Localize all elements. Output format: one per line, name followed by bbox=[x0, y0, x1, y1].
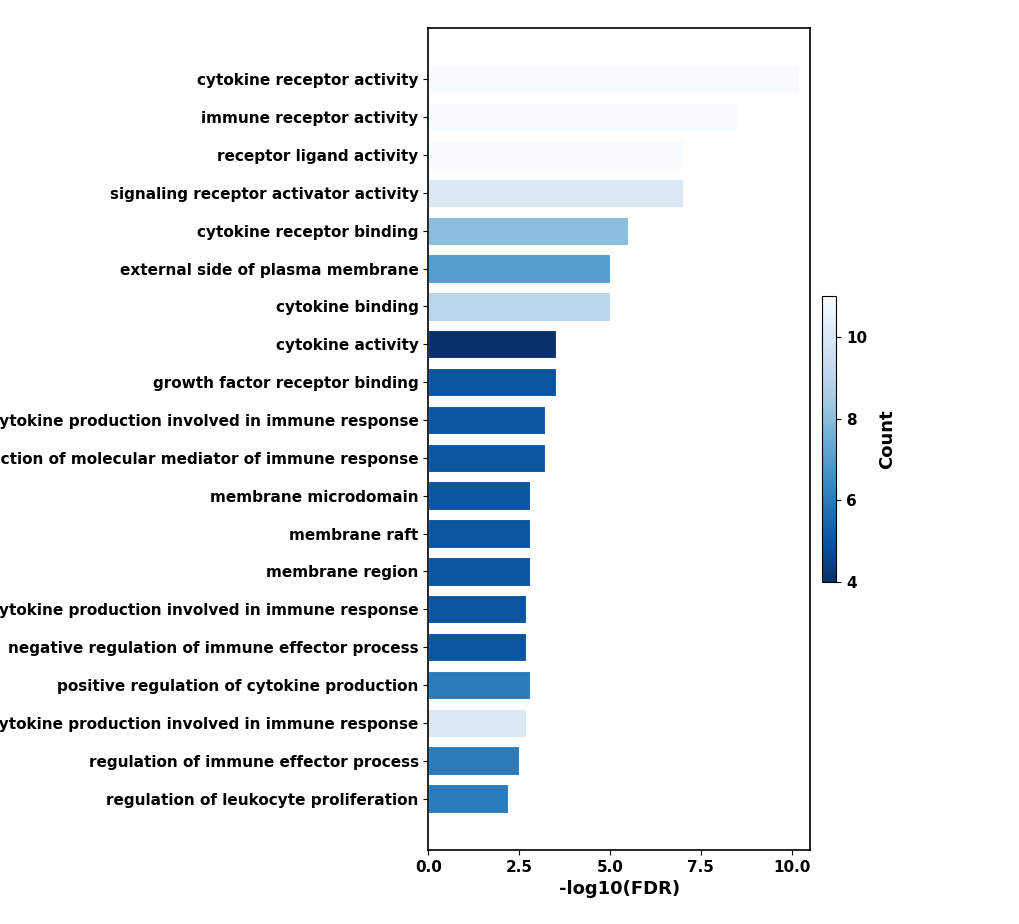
Y-axis label: Count: Count bbox=[877, 409, 896, 468]
Bar bbox=[428, 557, 530, 586]
Bar bbox=[428, 406, 544, 434]
Bar bbox=[428, 481, 530, 510]
Bar bbox=[428, 709, 526, 737]
Bar bbox=[428, 633, 526, 662]
Bar bbox=[428, 784, 507, 813]
Bar bbox=[428, 330, 555, 359]
Bar bbox=[428, 595, 526, 624]
Bar bbox=[428, 216, 628, 245]
X-axis label: -log10(FDR): -log10(FDR) bbox=[558, 881, 679, 898]
Bar bbox=[428, 368, 555, 396]
Bar bbox=[428, 178, 682, 207]
Bar bbox=[428, 65, 798, 93]
Bar bbox=[428, 140, 682, 169]
Bar bbox=[428, 444, 544, 472]
Bar bbox=[428, 103, 737, 131]
Bar bbox=[428, 254, 609, 283]
Bar bbox=[428, 747, 519, 775]
Bar bbox=[428, 292, 609, 321]
Bar bbox=[428, 519, 530, 548]
Bar bbox=[428, 671, 530, 699]
